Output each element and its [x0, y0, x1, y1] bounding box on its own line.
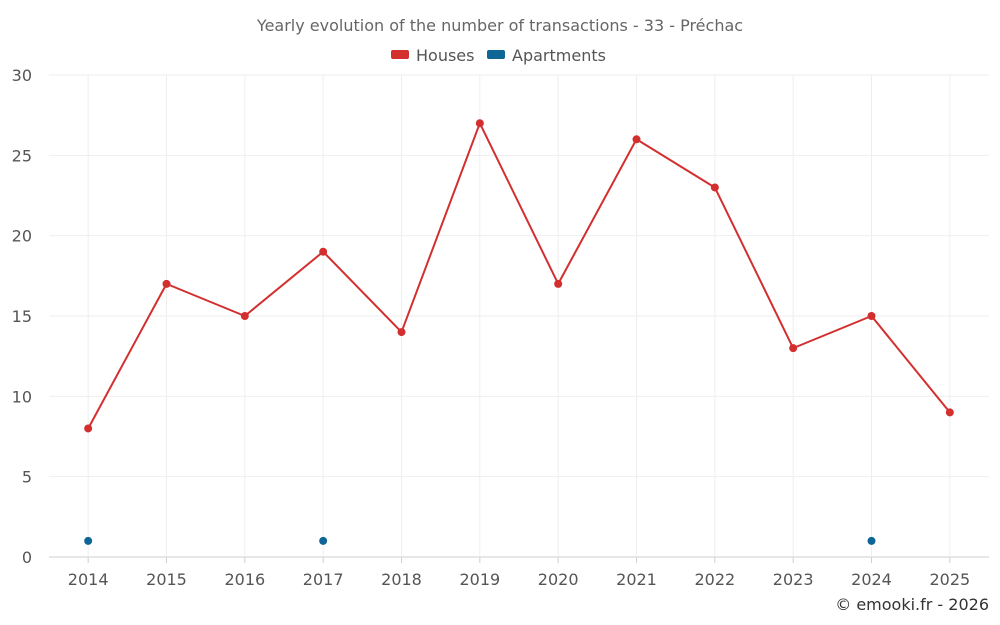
legend-swatch-houses	[391, 50, 409, 59]
legend-label-houses: Houses	[416, 46, 474, 65]
legend-label-apartments: Apartments	[512, 46, 606, 65]
y-tick-label: 25	[12, 146, 32, 165]
x-tick-label: 2017	[303, 570, 344, 589]
data-point-houses[interactable]: Houses 2018: 14	[397, 328, 406, 337]
data-point-houses[interactable]: Houses 2020: 17	[554, 279, 563, 288]
x-tick-label: 2019	[459, 570, 500, 589]
x-tick-label: 2022	[694, 570, 735, 589]
x-tick-label: 2024	[851, 570, 892, 589]
y-tick-label: 30	[12, 66, 32, 85]
data-point-houses[interactable]: Houses 2023: 13	[789, 344, 798, 353]
x-tick-label: 2020	[538, 570, 579, 589]
x-tick-label: 2018	[381, 570, 422, 589]
data-point-houses[interactable]: Houses 2025: 9	[945, 408, 954, 417]
data-point-houses[interactable]: Houses 2024: 15	[867, 312, 876, 320]
data-point-houses[interactable]: Houses 2019: 27	[475, 119, 484, 128]
x-tick-label: 2015	[146, 570, 187, 589]
legend: Houses Apartments	[391, 46, 606, 65]
y-tick-label: 15	[12, 307, 32, 326]
grid-layer	[49, 74, 989, 558]
credit-text: © emooki.fr - 2026	[835, 595, 989, 614]
series-line-houses	[87, 122, 951, 429]
legend-swatch-apartments	[487, 50, 505, 59]
data-point-houses[interactable]: Houses 2017: 19	[319, 247, 328, 256]
data-point-houses[interactable]: Houses 2014: 8	[84, 424, 93, 433]
y-tick-label: 5	[22, 468, 32, 487]
y-tick-label: 20	[12, 227, 32, 246]
data-point-houses[interactable]: Houses 2015: 17	[162, 279, 171, 288]
y-tick-label: 0	[22, 548, 32, 567]
x-tick-label: 2014	[68, 570, 109, 589]
legend-item-apartments[interactable]: Apartments	[487, 46, 606, 65]
data-point-apartments[interactable]: Apartments 2017: 1	[319, 536, 328, 545]
series-layer: Houses 2014: 8 Houses 2015: 17 Houses 2016…	[84, 119, 954, 545]
chart-title: Yearly evolution of the number of transa…	[256, 16, 743, 35]
data-point-houses[interactable]: Houses 2022: 23	[710, 183, 719, 192]
legend-item-houses[interactable]: Houses	[391, 46, 474, 65]
x-tick-label: 2021	[616, 570, 657, 589]
data-point-houses[interactable]: Houses 2021: 26	[632, 135, 641, 144]
data-point-apartments[interactable]: Apartments 2024: 1	[867, 536, 876, 545]
series-houses: Houses 2014: 8 Houses 2015: 17 Houses 2016…	[84, 119, 954, 433]
series-apartments: Apartments 2014: 1 Apartments 2017: 1 Apar…	[84, 536, 876, 545]
x-tick-label: 2025	[929, 570, 970, 589]
y-tick-label: 10	[12, 387, 32, 406]
data-point-apartments[interactable]: Apartments 2014: 1	[84, 536, 93, 545]
x-tick-label: 2023	[773, 570, 814, 589]
data-point-houses[interactable]: Houses 2016: 15	[240, 312, 249, 320]
x-tick-label: 2016	[224, 570, 265, 589]
